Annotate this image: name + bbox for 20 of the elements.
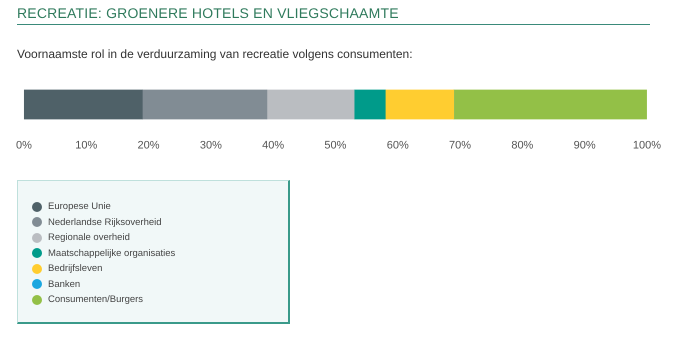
legend-label: Europese Unie: [48, 201, 111, 212]
x-tick-label: 100%: [632, 140, 662, 152]
chart-subtitle: Voornaamste rol in de verduurzaming van recreatie volgens consumenten:: [17, 47, 413, 61]
x-tick-label: 40%: [262, 140, 284, 152]
x-tick-label: 0%: [16, 140, 32, 152]
x-tick-label: 90%: [574, 140, 596, 152]
x-tick-label: 20%: [138, 140, 160, 152]
x-tick-label: 60%: [386, 140, 409, 152]
x-tick-label: 70%: [449, 140, 472, 152]
legend-label: Consumenten/Burgers: [48, 294, 144, 306]
x-tick-label: 50%: [324, 140, 347, 152]
x-tick-label: 10%: [75, 140, 98, 152]
legend-label: Regionale overheid: [48, 232, 130, 244]
legend-label: Banken: [48, 278, 80, 290]
x-tick-label: 80%: [511, 140, 534, 152]
x-tick-label: 30%: [200, 140, 222, 152]
legend-label: Bedrijfsleven: [48, 263, 102, 274]
legend-label: Maatschappelijke organisaties: [48, 248, 176, 259]
legend-label: Nederlandse Rijksoverheid: [48, 216, 162, 228]
chart-title: RECREATIE: GROENERE HOTELS EN VLIEGSCHAAMTE: [17, 5, 650, 25]
